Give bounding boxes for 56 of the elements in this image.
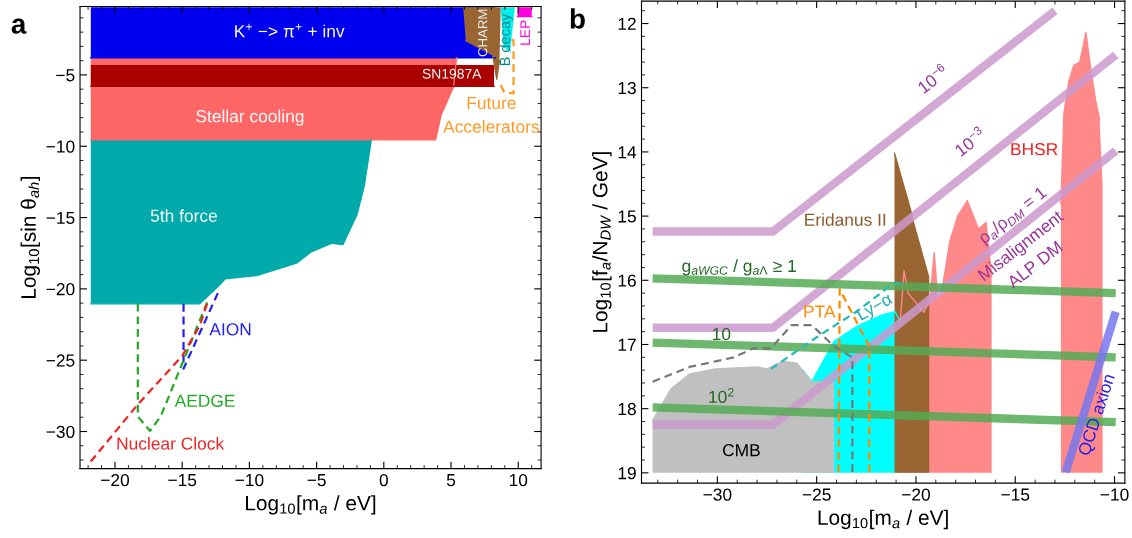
y-tick-label: −30	[46, 425, 75, 438]
annotation: 5th force	[150, 209, 217, 222]
x-tick-label: −15	[1001, 488, 1030, 501]
y-tick-label: 17	[618, 338, 636, 351]
x-tick-label: 10	[509, 473, 528, 487]
y-tick-label: 19	[618, 467, 636, 480]
annotation: 10$^{−6}$	[915, 62, 950, 94]
y-tick-label: 14	[618, 146, 637, 159]
line-series	[769, 282, 902, 370]
x-axis-title: Log$_{10}$[m$_{a}$ / eV]	[246, 495, 376, 515]
annotation: K$^{+}$ −> π$^{+}$ + inv	[235, 23, 345, 38]
annotation: Future Accelerators	[443, 96, 539, 133]
annotation: AION	[209, 323, 251, 336]
annotation: CMB	[722, 444, 760, 457]
line-series	[651, 324, 854, 474]
annotation: Eridanus II	[805, 213, 886, 226]
y-axis-title: Log$_{10}$[sin θ$_{ah}$]	[20, 176, 40, 299]
y-tick-label: 15	[618, 210, 636, 223]
x-tick-label: −5	[307, 474, 326, 487]
x-tick-label: −20	[902, 488, 930, 501]
y-tick-label: −25	[46, 354, 75, 367]
y-axis-title: Log$_{10}$[f$_{a}$/N$_{DW}$ / GeV]	[592, 152, 612, 332]
x-tick-label: −10	[235, 473, 264, 487]
x-axis-title: Log$_{10}$[m$_{a}$ / eV]	[818, 509, 948, 530]
annotation: CHARM	[478, 9, 488, 57]
y-tick-label: 16	[618, 274, 636, 287]
x-tick-label: 5	[446, 474, 456, 487]
x-tick-label: −20	[101, 473, 130, 487]
x-tick-label: 0	[379, 473, 388, 487]
x-tick-label: −25	[802, 488, 831, 501]
annotation: Stellar cooling	[196, 109, 304, 126]
annotation: g$_{aWGC}$ / g$_{aΛ}$ ≥ 1	[682, 259, 796, 276]
annotation: B decay	[499, 13, 513, 66]
annotation: SN1987A	[422, 68, 482, 79]
annotation: PTA	[804, 305, 836, 318]
y-tick-label: −5	[56, 69, 75, 82]
annotation: BHSR	[1011, 143, 1058, 156]
y-tick-label: −10	[46, 140, 75, 153]
y-tick-label: 13	[618, 81, 636, 95]
x-tick-label: −15	[168, 474, 197, 487]
y-tick-label: 12	[618, 17, 636, 30]
annotation: LEP	[520, 20, 530, 45]
annotation: AEDGE	[174, 394, 235, 407]
annotation: 10$^{2}$	[709, 387, 734, 404]
y-tick-label: 18	[618, 402, 636, 416]
y-tick-label: −20	[46, 283, 75, 296]
x-tick-label: −30	[703, 488, 732, 501]
annotation: 10	[713, 327, 731, 341]
annotation: Nuclear Clock	[117, 436, 225, 450]
y-tick-label: −15	[46, 211, 75, 225]
annotation: Ly−α	[855, 292, 895, 324]
chart-title: a	[11, 18, 27, 34]
annotation: QCD axion	[1077, 373, 1118, 458]
x-tick-label: −10	[1100, 488, 1129, 501]
chart-title: b	[570, 8, 585, 29]
annotation: 10$^{−3}$	[952, 125, 987, 157]
